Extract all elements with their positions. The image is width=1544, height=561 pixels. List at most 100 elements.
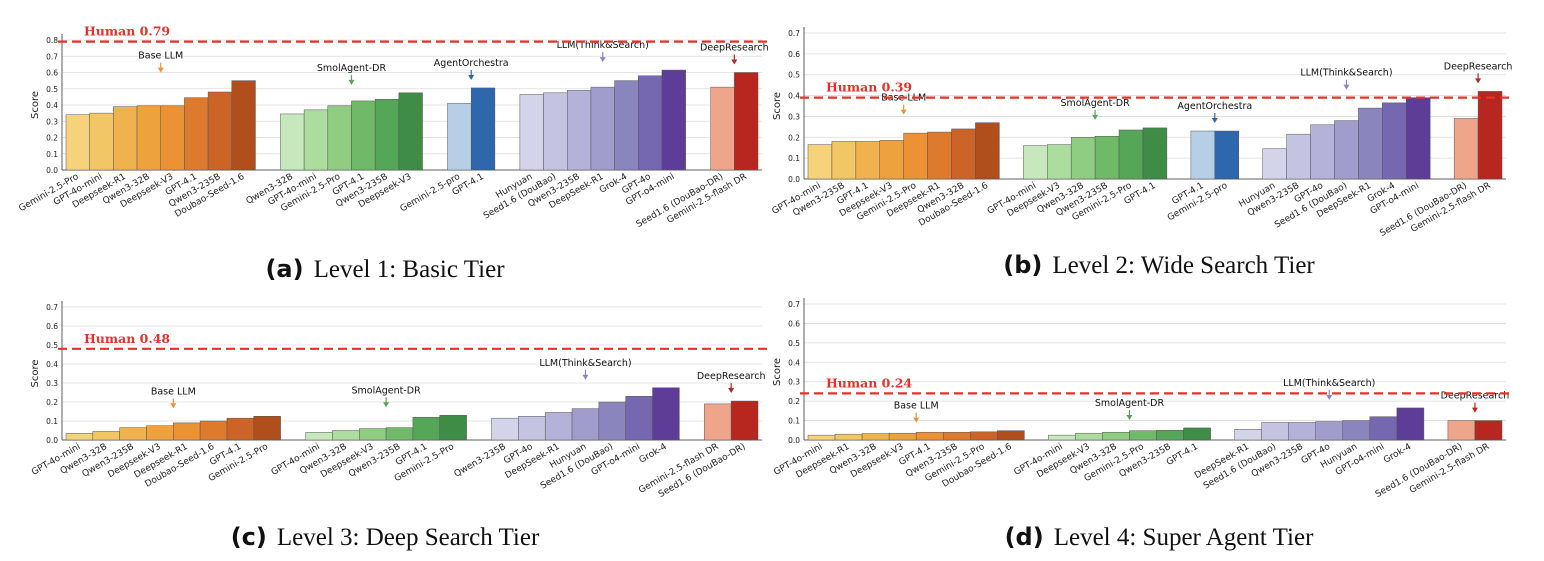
caption-text-a: Level 1: Basic Tier (313, 256, 505, 283)
y-axis-label: Score (772, 358, 783, 386)
bar (834, 433, 863, 441)
bar (614, 80, 639, 171)
bar (1075, 432, 1103, 441)
bar (1023, 145, 1048, 180)
group-label: DeepResearch (1441, 391, 1510, 402)
group-label: SmolAgent-DR (1095, 398, 1165, 409)
chart-svg-d: 0.00.10.20.30.40.50.60.7ScoreGPT-4o-mini… (772, 298, 1512, 500)
bar (734, 72, 759, 171)
y-tick-label: 0.2 (788, 397, 800, 406)
y-tick-label: 0.3 (788, 378, 800, 387)
bar (136, 105, 161, 171)
bar (351, 100, 376, 171)
bar (571, 408, 600, 441)
bar (927, 131, 952, 180)
y-tick-label: 0.0 (788, 436, 800, 445)
bar (638, 75, 663, 171)
caption-c: (c) Level 3: Deep Search Tier (0, 523, 770, 552)
group-arrow-head (157, 67, 164, 73)
bar (1234, 429, 1262, 441)
bar (199, 420, 228, 441)
bar (942, 431, 971, 441)
y-tick-label: 0.0 (46, 436, 58, 445)
group-label: SmolAgent-DR (317, 63, 387, 74)
y-tick-label: 0.3 (788, 112, 800, 121)
y-tick-label: 0.1 (46, 150, 58, 159)
y-axis-label: Score (30, 91, 41, 119)
group-label: LLM(Think&Search) (1283, 378, 1375, 389)
bar (65, 114, 90, 171)
bar (1342, 420, 1371, 441)
bar (113, 106, 138, 171)
bar (439, 415, 467, 441)
bar (1261, 422, 1289, 441)
y-tick-label: 0.1 (788, 154, 800, 163)
bar (1310, 124, 1335, 180)
bar (1288, 422, 1316, 441)
bar (447, 103, 472, 171)
bar (398, 92, 423, 171)
bar (1334, 120, 1359, 180)
bar (374, 99, 400, 171)
bar (1382, 102, 1407, 180)
bar (119, 427, 147, 441)
bar (590, 86, 615, 171)
chart-panel-d: 0.0 0.1 0.2 0.3 0.4 0.5 0.6 0.7 Score GPT-4o-mini… (772, 290, 1544, 561)
bar (975, 122, 1000, 180)
bar (888, 432, 917, 441)
group-label: SmolAgent-DR (351, 385, 421, 396)
caption-d: (d) Level 4: Super Agent Tier (774, 523, 1544, 552)
x-tick-label: GPT-4.1 (1165, 442, 1200, 468)
y-tick-label: 0.4 (788, 92, 800, 101)
group-arrow-head (728, 388, 735, 394)
group-label: DeepResearch (697, 371, 766, 382)
y-tick-label: 0.4 (46, 360, 58, 369)
bar (1315, 421, 1344, 441)
bar (807, 434, 836, 441)
bar (518, 416, 546, 441)
bar (625, 396, 653, 441)
group-label: LLM(Think&Search) (1300, 68, 1392, 79)
bar (1369, 416, 1398, 441)
caption-a: (a) Level 1: Basic Tier (0, 255, 770, 284)
y-tick-label: 0.7 (788, 300, 800, 309)
bar (1262, 148, 1287, 180)
group-arrow-head (1326, 394, 1333, 400)
bar (997, 430, 1025, 441)
bar (332, 430, 360, 441)
bar (861, 433, 890, 441)
bar (1142, 127, 1168, 180)
y-axis-label: Score (772, 92, 783, 120)
bar (470, 87, 496, 171)
human-reference-label: Human 0.48 (84, 331, 170, 346)
group-label: SmolAgent-DR (1061, 98, 1131, 109)
y-tick-label: 0.7 (788, 29, 800, 38)
chart-panel-c: 0.0 0.1 0.2 0.3 0.4 0.5 0.6 0.7 Score GPT-4o-mini… (0, 290, 770, 561)
y-tick-label: 0.7 (46, 303, 58, 312)
group-arrow-head (1471, 407, 1478, 413)
group-arrow-head (1211, 118, 1218, 124)
bar (305, 432, 333, 441)
bar (1405, 97, 1431, 180)
group-arrow-head (1475, 78, 1482, 84)
bar (730, 400, 759, 441)
bar (855, 141, 881, 180)
caption-text-d: Level 4: Super Agent Tier (1053, 524, 1314, 551)
bar (652, 387, 680, 441)
y-tick-label: 0.3 (46, 117, 58, 126)
y-tick-label: 0.1 (46, 417, 58, 426)
bar (327, 105, 352, 171)
caption-letter-a: (a) (265, 255, 304, 283)
bar (231, 80, 256, 171)
y-tick-label: 0.7 (46, 52, 58, 61)
bar (1453, 118, 1479, 180)
y-tick-label: 0.1 (788, 417, 800, 426)
group-arrow-head (900, 109, 907, 115)
caption-text-c: Level 3: Deep Search Tier (276, 524, 540, 551)
y-tick-label: 0.5 (788, 71, 800, 80)
bar (359, 428, 387, 441)
bar (544, 412, 573, 441)
bar (704, 403, 732, 441)
human-reference-label: Human 0.79 (84, 24, 170, 39)
group-label: Base LLM (151, 386, 196, 397)
